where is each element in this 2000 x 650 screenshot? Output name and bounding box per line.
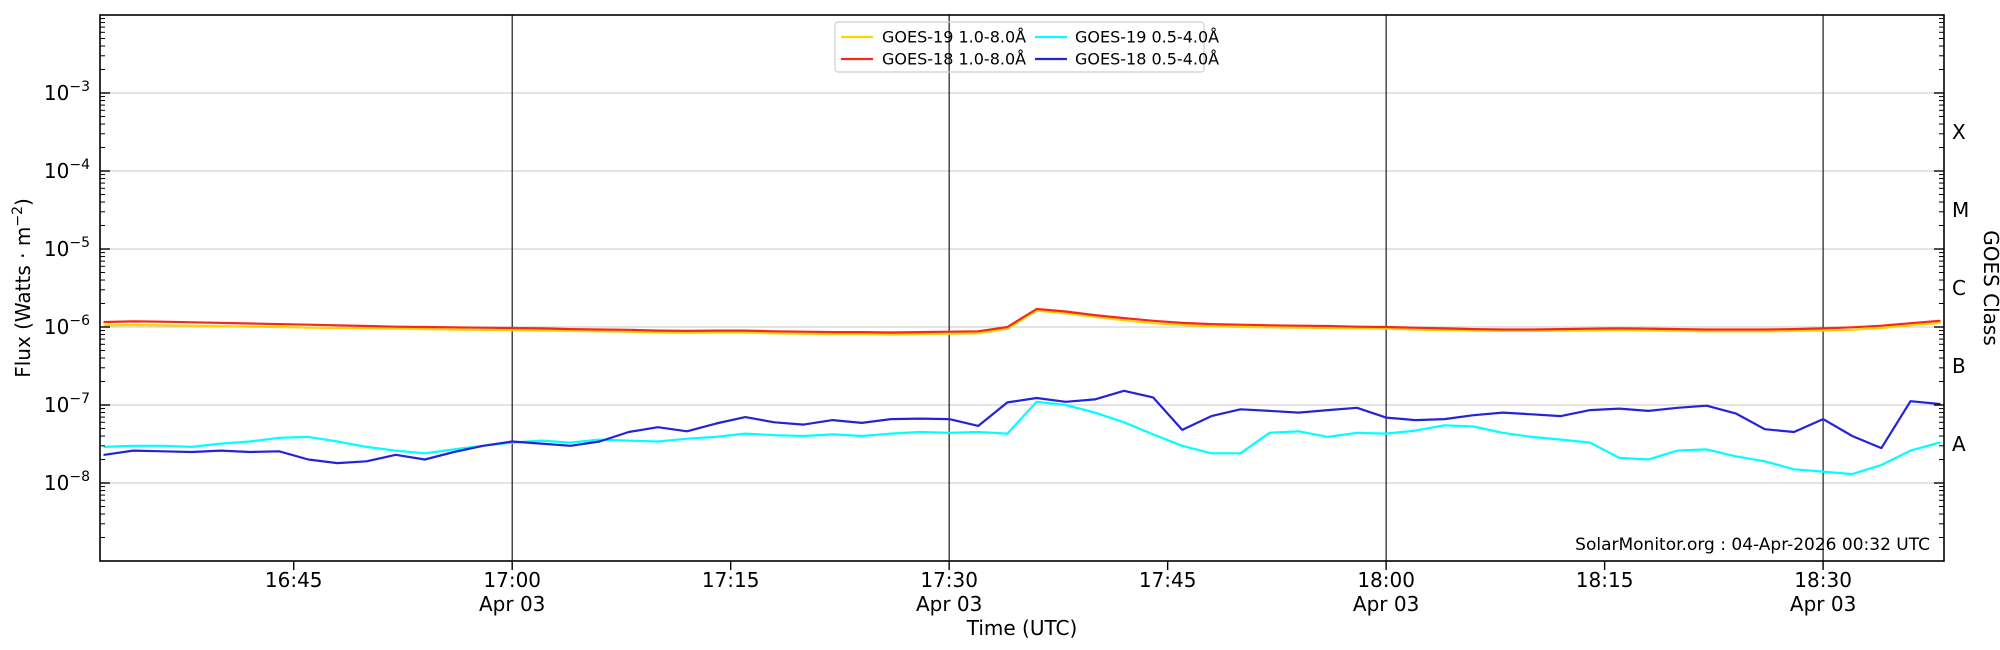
x-date-label: Apr 03: [1353, 592, 1419, 616]
right-y-axis-title: GOES Class: [1979, 230, 2000, 346]
x-date-label: Apr 03: [479, 592, 545, 616]
x-tick-label: 18:00: [1357, 568, 1415, 592]
x-tick-label: 17:15: [702, 568, 760, 592]
plot-border: [99, 14, 1945, 562]
legend-entry-label: GOES-19 0.5-4.0Å: [1075, 28, 1219, 47]
x-date-label: Apr 03: [916, 592, 982, 616]
legend-entry-label: GOES-19 1.0-8.0Å: [882, 28, 1026, 47]
legend-box: [834, 21, 1205, 73]
x-tick-label: 16:45: [265, 568, 323, 592]
y-axis-ticks: [100, 18, 1944, 539]
x-axis-ticks: [293, 561, 1824, 570]
goes-class-letter-labels: X M C B A: [1952, 120, 1969, 456]
goes-class-label: B: [1952, 354, 1966, 378]
y-tick-label: 10−7: [44, 391, 90, 417]
y-axis-title: Flux (Watts · m−2): [10, 198, 35, 378]
goes-class-label: A: [1952, 432, 1966, 456]
goes-class-label: C: [1952, 276, 1966, 300]
series-lines: [103, 307, 1941, 476]
solarmonitor-watermark: SolarMonitor.org : 04-Apr-2026 00:32 UTC: [1575, 535, 1930, 555]
goes-class-label: X: [1952, 120, 1966, 144]
x-axis-date-labels: Apr 03 Apr 03 Apr 03 Apr 03: [479, 592, 1856, 616]
series-line: [103, 309, 1941, 336]
x-tick-label: 17:45: [1139, 568, 1197, 592]
y-axis-tick-labels: 10−310−410−510−610−710−8: [44, 79, 90, 495]
x-tick-label: 17:00: [483, 568, 541, 592]
series-line: [103, 400, 1941, 476]
legend-entry-label: GOES-18 0.5-4.0Å: [1075, 50, 1219, 69]
legend-entry-label: GOES-18 1.0-8.0Å: [882, 50, 1026, 69]
y-tick-label: 10−4: [44, 157, 90, 183]
x-axis-tick-labels: 16:45 17:00 17:15 17:30 17:45 18:00 18:15 18:30: [265, 568, 1852, 592]
series-line: [103, 307, 1941, 334]
goes-class-label: M: [1952, 198, 1969, 222]
x-tick-label: 17:30: [920, 568, 978, 592]
series-line: [103, 389, 1941, 465]
x-tick-label: 18:15: [1576, 568, 1634, 592]
x-tick-label: 18:30: [1794, 568, 1852, 592]
x-date-label: Apr 03: [1790, 592, 1856, 616]
x-axis-title: Time (UTC): [966, 616, 1078, 640]
legend: GOES-19 1.0-8.0Å GOES-18 1.0-8.0Å GOES-19 …: [834, 21, 1219, 73]
date-boundary-lines: [511, 15, 1824, 561]
